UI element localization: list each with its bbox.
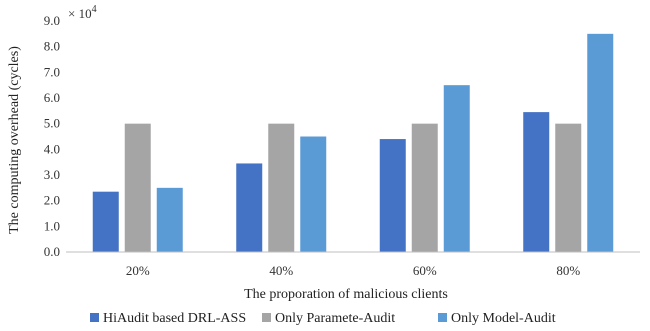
- legend-swatch: [438, 313, 447, 322]
- x-tick-label: 80%: [556, 263, 580, 278]
- legend-label: Only Paramete-Audit: [275, 311, 395, 326]
- legend-label: Only Model-Audit: [451, 311, 556, 326]
- y-tick-label: 9.0: [44, 13, 60, 28]
- bar: [443, 85, 470, 253]
- y-tick-label: 0.0: [44, 244, 60, 259]
- bar: [379, 139, 406, 252]
- x-tick-label: 40%: [269, 263, 293, 278]
- y-tick-label: 8.0: [44, 39, 60, 54]
- bar: [300, 136, 327, 252]
- legend: HiAudit based DRL-ASS Only Paramete-Audit…: [90, 311, 556, 326]
- y-scale-multiplier: × 104: [68, 4, 97, 21]
- x-axis-ticks: 20% 40% 60% 80%: [126, 263, 581, 278]
- bar-group: [92, 33, 614, 253]
- y-axis-title: The computing overhead (cycles): [7, 46, 22, 234]
- bar: [156, 187, 183, 252]
- x-tick-label: 20%: [126, 263, 150, 278]
- bar: [124, 123, 151, 253]
- bar: [268, 123, 295, 253]
- y-tick-label: 2.0: [44, 193, 60, 208]
- bar: [587, 33, 614, 253]
- x-tick-label: 60%: [413, 263, 437, 278]
- y-axis-ticks: 0.0 1.0 2.0 3.0 4.0 5.0 6.0 7.0 8.0 9.0: [44, 13, 60, 259]
- bar: [236, 163, 263, 252]
- y-tick-label: 3.0: [44, 167, 60, 182]
- y-tick-label: 7.0: [44, 64, 60, 79]
- bar: [411, 123, 438, 253]
- y-tick-label: 1.0: [44, 218, 60, 233]
- legend-swatch: [90, 313, 99, 322]
- x-axis-title: The proporation of malicious clients: [244, 287, 448, 302]
- bar: [92, 191, 119, 252]
- y-tick-label: 5.0: [44, 116, 60, 131]
- legend-label: HiAudit based DRL-ASS: [103, 311, 246, 326]
- y-tick-label: 6.0: [44, 90, 60, 105]
- y-tick-label: 4.0: [44, 141, 60, 156]
- bar: [555, 123, 582, 253]
- legend-swatch: [262, 313, 271, 322]
- bar: [523, 112, 550, 252]
